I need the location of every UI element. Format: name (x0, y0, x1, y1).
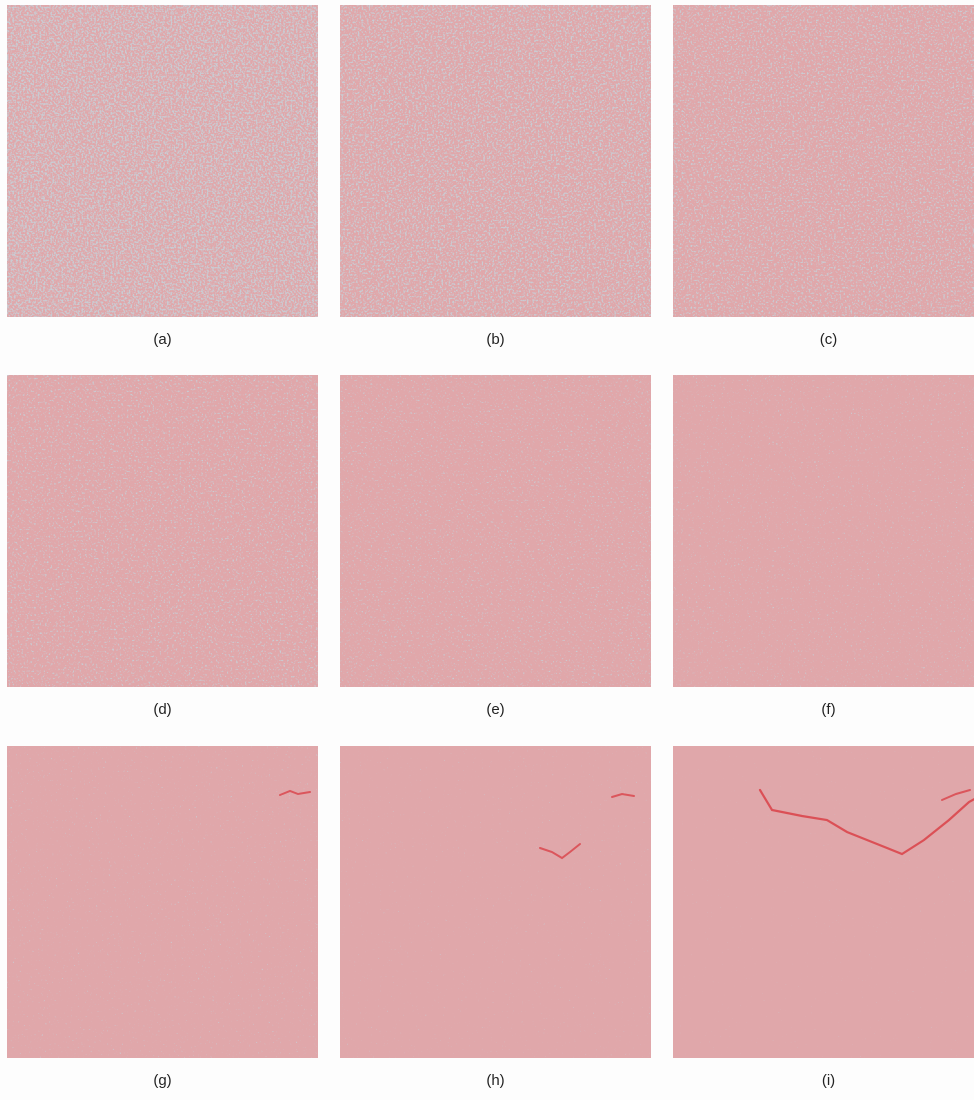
panel-texture (7, 746, 318, 1058)
panel-label: (h) (486, 1072, 504, 1089)
panel-label: (b) (486, 331, 504, 348)
panel-label: (d) (153, 701, 171, 718)
panel-texture (340, 5, 651, 317)
panel-texture (7, 5, 318, 317)
panel-texture (673, 5, 974, 317)
panel-texture (673, 375, 974, 687)
panel-texture (340, 375, 651, 687)
panel-grid: (a) (b) (c) (d) (e) (f) (g) (h) (i) (7, 5, 974, 1089)
panel-label: (e) (486, 701, 504, 718)
panel-label: (i) (822, 1072, 835, 1089)
panel-label: (c) (820, 331, 838, 348)
panel-texture (340, 746, 651, 1058)
figure: (a) (b) (c) (d) (e) (f) (g) (h) (i) (0, 0, 974, 1095)
panel-label: (a) (153, 331, 171, 348)
panel-texture (673, 746, 974, 1058)
panel-label: (g) (153, 1072, 171, 1089)
panel-label: (f) (821, 701, 835, 718)
panel-texture (7, 375, 318, 687)
